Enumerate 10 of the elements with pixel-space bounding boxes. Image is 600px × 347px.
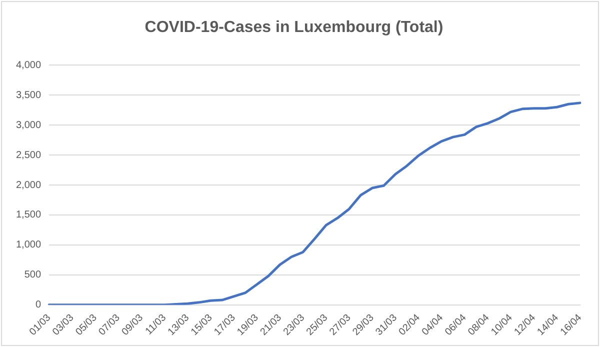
y-tick-label: 2,500	[16, 150, 42, 161]
y-tick-label: 1,000	[16, 240, 42, 251]
y-tick-label: 4,000	[16, 60, 42, 71]
y-tick-label: 0	[35, 300, 42, 311]
y-tick-label: 500	[24, 270, 42, 281]
y-tick-label: 1,500	[16, 210, 42, 221]
y-tick-label: 3,000	[16, 120, 42, 131]
y-tick-label: 3,500	[16, 90, 42, 101]
chart-title: COVID-19-Cases in Luxembourg (Total)	[144, 19, 444, 36]
y-tick-label: 2,000	[16, 180, 42, 191]
